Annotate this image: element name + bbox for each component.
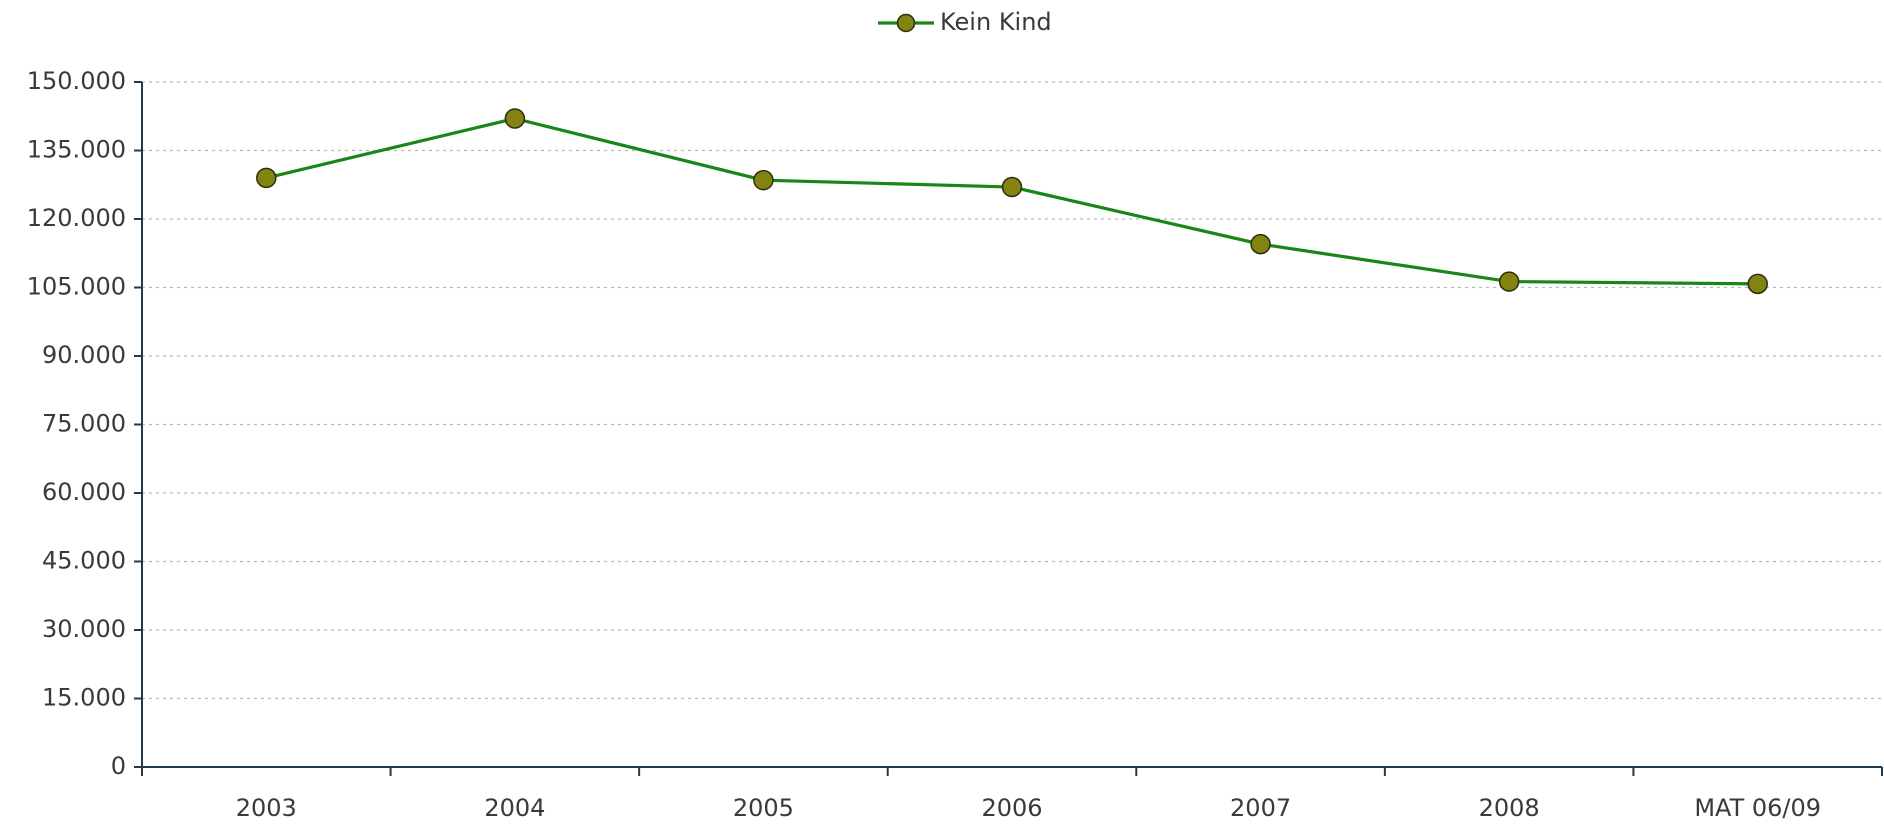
marker <box>1250 233 1271 255</box>
x-tick-label: 2004 <box>484 794 545 822</box>
x-tick-label: 2007 <box>1230 794 1291 822</box>
series-line <box>265 116 1758 286</box>
marker <box>1001 176 1023 198</box>
x-tick-label: 2006 <box>981 794 1042 822</box>
x-tick-label: 2008 <box>1479 794 1540 822</box>
y-tick-label: 150.000 <box>27 67 126 95</box>
y-tick-label: 135.000 <box>27 136 126 164</box>
y-tick-label: 120.000 <box>27 204 126 232</box>
y-tick-label: 45.000 <box>42 547 126 575</box>
legend-marker <box>896 13 916 33</box>
marker <box>504 108 526 129</box>
y-tick-label: 0 <box>111 752 126 780</box>
marker <box>256 167 277 189</box>
x-tick-label: 2003 <box>236 794 297 822</box>
marker <box>1747 273 1768 295</box>
x-tick-label: 2005 <box>733 794 794 822</box>
y-tick-label: 90.000 <box>42 341 126 369</box>
y-tick-label: 105.000 <box>27 273 126 301</box>
x-tick-label: MAT 06/09 <box>1694 794 1821 822</box>
marker <box>753 169 774 191</box>
marker <box>1498 271 1520 292</box>
y-tick-label: 60.000 <box>42 478 126 506</box>
y-tick-label: 75.000 <box>42 410 126 438</box>
legend-label: Kein Kind <box>940 8 1052 36</box>
y-tick-label: 15.000 <box>42 684 126 712</box>
y-tick-label: 30.000 <box>42 615 126 643</box>
